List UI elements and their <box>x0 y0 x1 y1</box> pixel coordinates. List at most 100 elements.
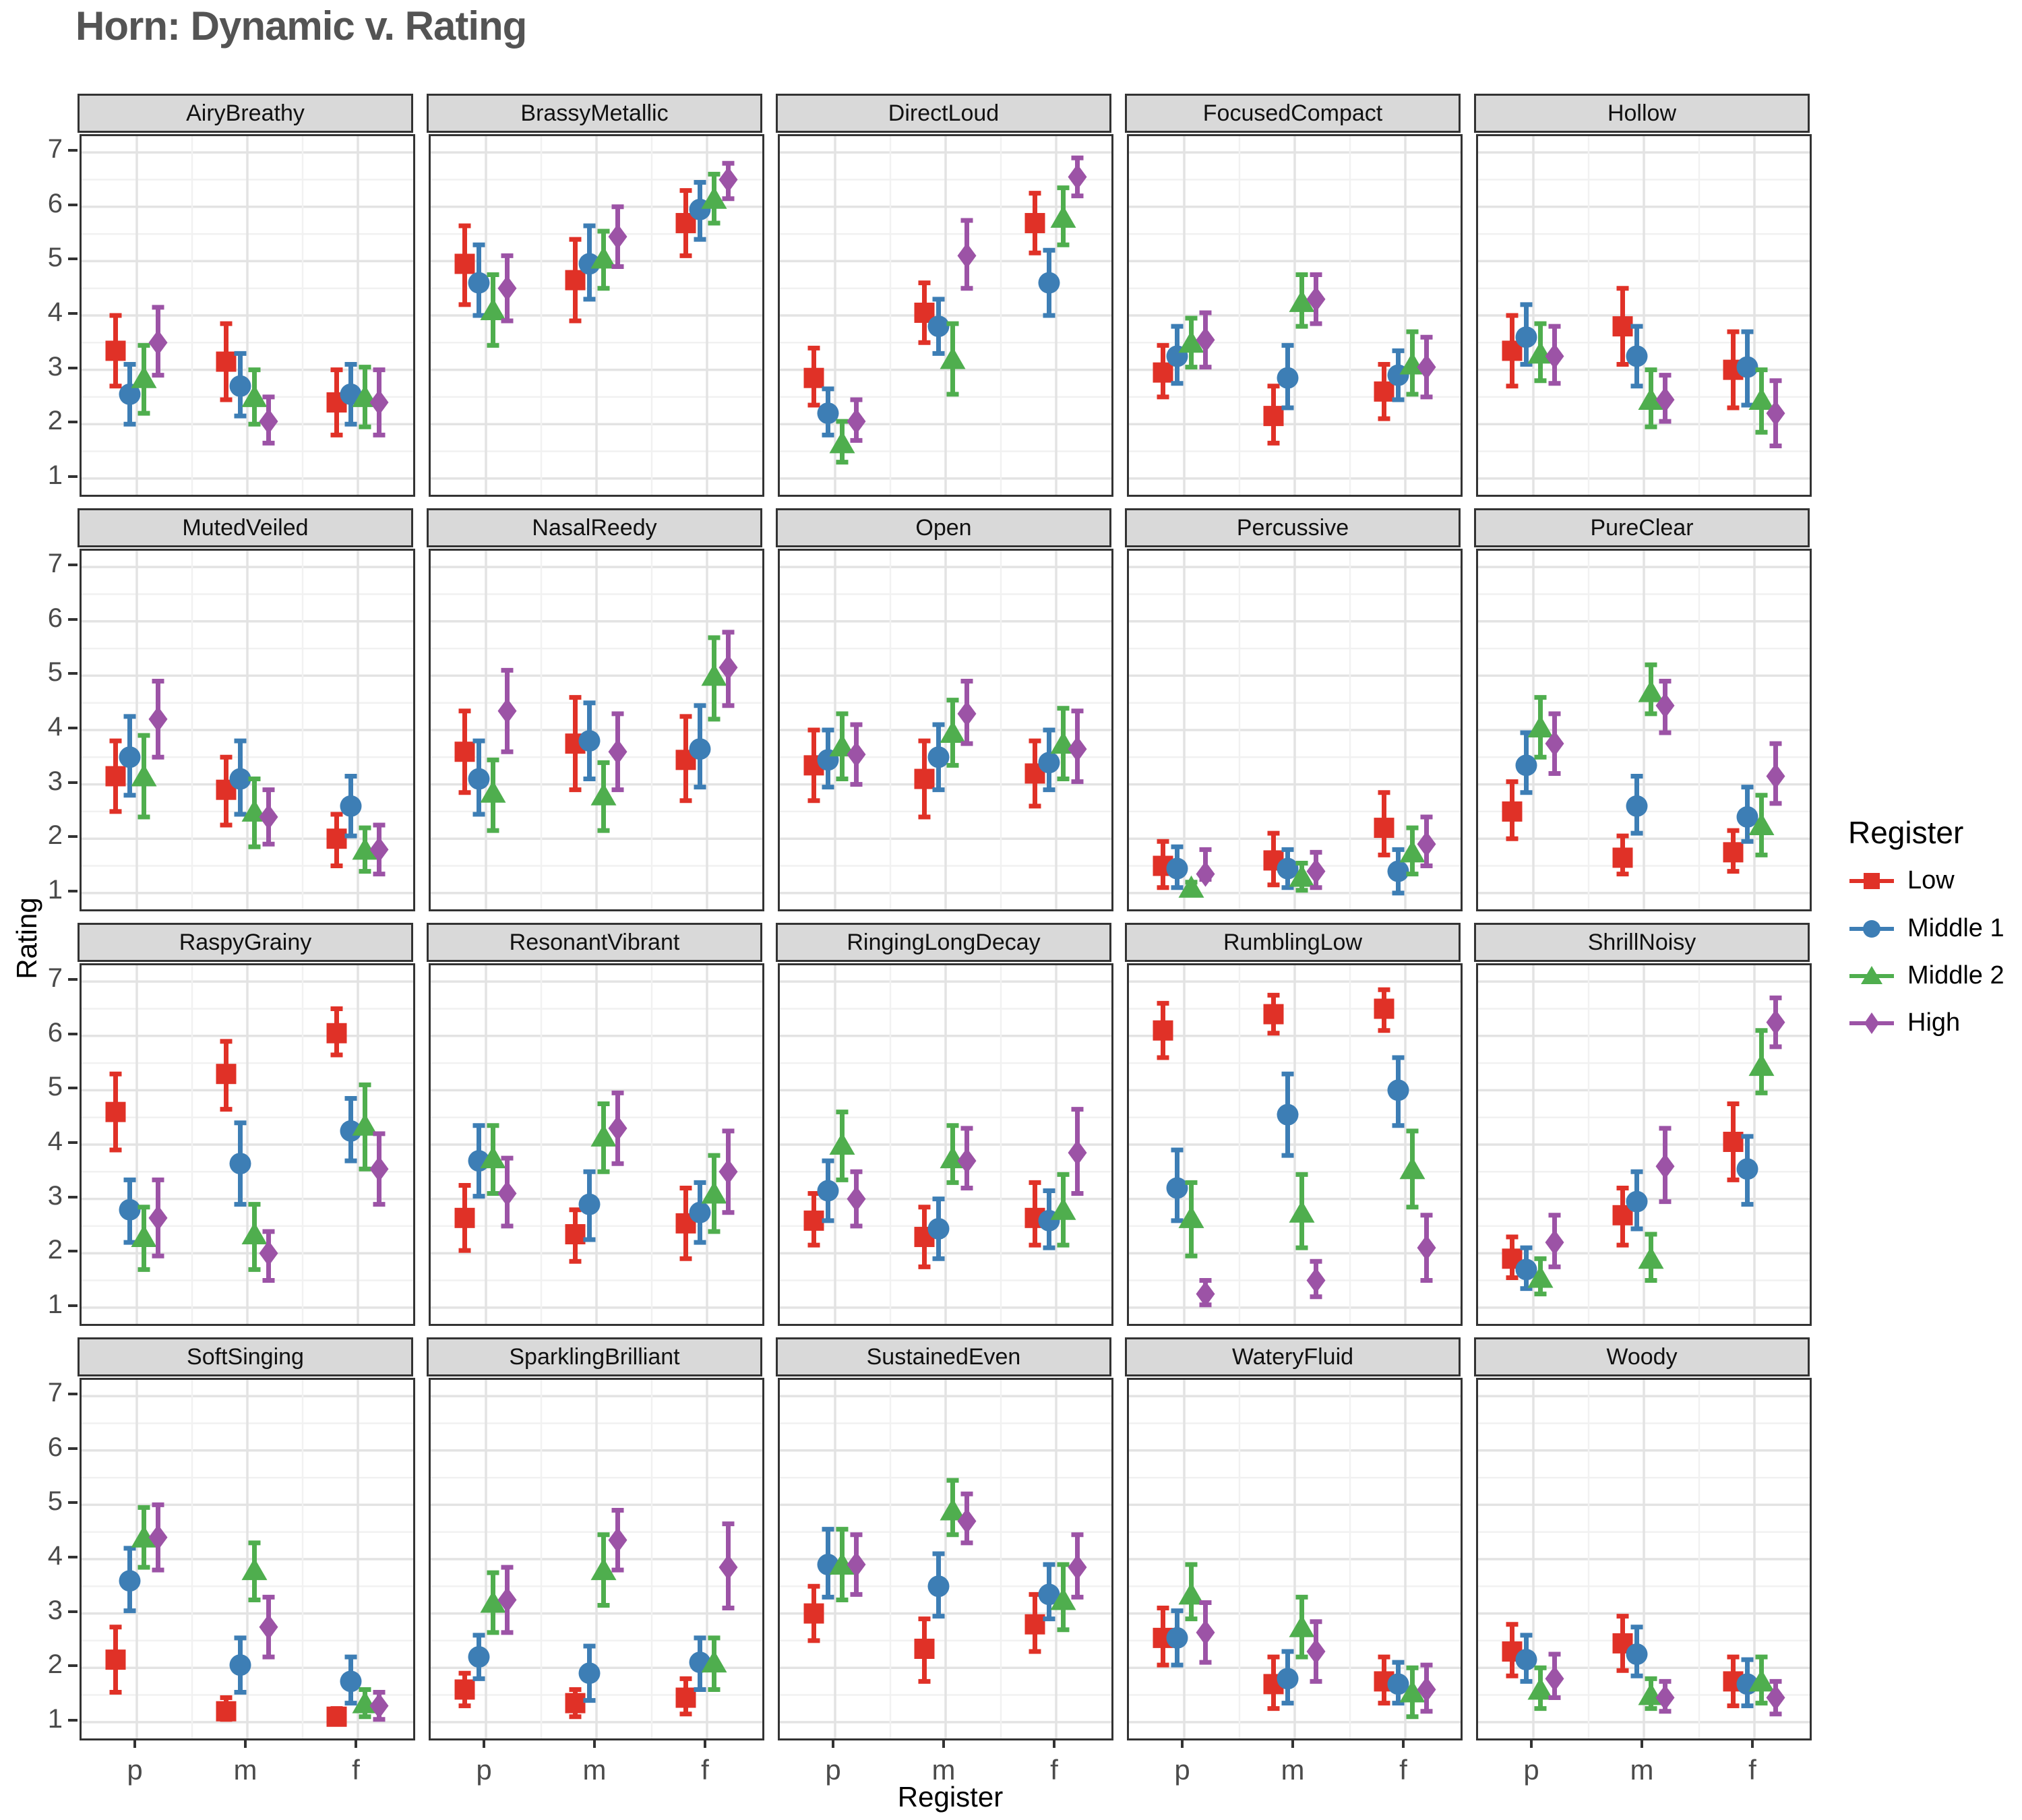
diamond-marker <box>259 803 278 830</box>
y-tick <box>68 257 78 261</box>
x-tick-label: m <box>233 1754 257 1786</box>
square-marker <box>105 1649 126 1670</box>
x-tick-label: p <box>1523 1754 1539 1786</box>
circle-marker <box>1277 367 1299 389</box>
y-tick-label: 5 <box>47 1486 63 1517</box>
circle-marker <box>1515 326 1537 348</box>
square-marker <box>1024 212 1045 233</box>
square-marker <box>1612 316 1633 337</box>
x-tick <box>593 1738 596 1748</box>
y-tick <box>68 889 78 892</box>
y-tick-label: 3 <box>47 1180 63 1211</box>
diamond-marker <box>497 1180 517 1207</box>
y-tick-label: 2 <box>47 820 63 851</box>
triangle-marker <box>1178 330 1204 353</box>
triangle-marker <box>1527 715 1554 737</box>
facet-title: SustainedEven <box>866 1343 1021 1370</box>
y-tick-label: 7 <box>47 1378 63 1408</box>
x-tick-label: f <box>1399 1754 1407 1786</box>
circle-marker <box>1166 1627 1188 1649</box>
y-tick <box>68 1032 78 1035</box>
circle-marker <box>1626 1643 1648 1666</box>
x-tick-label: f <box>701 1754 709 1786</box>
triangle-marker <box>1399 1680 1426 1703</box>
circle-marker <box>340 383 362 405</box>
triangle-marker <box>1638 679 1664 702</box>
triangle-marker <box>1748 387 1775 410</box>
facet-strip-SustainedEven: SustainedEven <box>776 1337 1111 1376</box>
facet-strip-BrassyMetallic: BrassyMetallic <box>427 94 762 133</box>
triangle-marker <box>352 837 378 860</box>
diamond-marker <box>957 700 977 727</box>
y-tick-label: 1 <box>47 460 63 490</box>
square-marker <box>1612 847 1633 868</box>
y-tick-label: 2 <box>47 1235 63 1265</box>
y-tick-label: 3 <box>47 1595 63 1625</box>
facet-strip-FocusedCompact: FocusedCompact <box>1125 94 1461 133</box>
legend-item-label: Low <box>1907 866 1955 894</box>
diamond-marker <box>1545 1230 1564 1256</box>
diamond-marker <box>1655 386 1675 413</box>
circle-marker <box>927 1217 950 1240</box>
x-tick <box>133 1738 136 1748</box>
square-marker <box>216 1064 237 1085</box>
circle-marker <box>1166 857 1188 880</box>
legend-title: Register <box>1848 815 1964 850</box>
triangle-marker <box>1289 1614 1315 1637</box>
triangle-marker <box>829 734 855 757</box>
square-marker <box>803 1603 824 1624</box>
circle-marker <box>1863 920 1880 938</box>
chart-title: Horn: Dynamic v. Rating <box>75 3 527 49</box>
triangle-marker <box>1861 966 1882 984</box>
circle-marker <box>1736 356 1758 378</box>
circle-marker <box>1626 795 1648 817</box>
square-marker <box>803 367 824 388</box>
x-tick-label: m <box>1281 1754 1305 1786</box>
facet-strip-AiryBreathy: AiryBreathy <box>78 94 413 133</box>
triangle-marker <box>590 246 617 269</box>
circle-marker <box>1387 860 1409 882</box>
facet-panel-RingingLongDecay <box>778 963 1113 1326</box>
y-tick <box>68 1447 78 1450</box>
circle-marker <box>927 746 950 768</box>
y-tick-label: 5 <box>47 1072 63 1102</box>
square-marker <box>675 1687 696 1708</box>
facet-strip-ShrillNoisy: ShrillNoisy <box>1474 923 1810 962</box>
x-tick-label: f <box>1050 1754 1058 1786</box>
triangle-marker <box>1638 387 1664 410</box>
diamond-marker <box>259 1240 278 1267</box>
y-tick-label: 2 <box>47 406 63 436</box>
diamond-marker <box>1196 861 1215 887</box>
facet-strip-Percussive: Percussive <box>1125 508 1461 547</box>
diamond-marker <box>1196 1281 1215 1307</box>
square-marker <box>1502 801 1523 822</box>
facet-strip-NasalReedy: NasalReedy <box>427 508 762 547</box>
y-tick-label: 5 <box>47 657 63 688</box>
diamond-marker <box>1417 1676 1436 1703</box>
facet-strip-ResonantVibrant: ResonantVibrant <box>427 923 762 962</box>
facet-panel-Percussive <box>1127 549 1463 911</box>
diamond-marker <box>1306 286 1326 312</box>
x-tick <box>1181 1738 1184 1748</box>
diamond-marker <box>148 706 168 732</box>
circle-marker <box>229 768 251 790</box>
y-tick <box>68 672 78 675</box>
diamond-marker <box>1417 1235 1436 1261</box>
legend-item-label: High <box>1907 1008 1961 1037</box>
circle-marker <box>817 402 839 425</box>
diamond-marker <box>1068 1140 1087 1166</box>
circle-marker <box>468 1646 490 1668</box>
circle-marker <box>468 768 490 790</box>
diamond-marker <box>369 837 389 863</box>
y-tick <box>68 1610 78 1613</box>
y-tick <box>68 203 78 206</box>
circle-marker <box>340 1120 362 1142</box>
x-tick <box>483 1738 485 1748</box>
diamond-marker <box>847 408 866 435</box>
facet-title: ResonantVibrant <box>509 929 680 955</box>
diamond-marker <box>148 1524 168 1550</box>
diamond-marker <box>148 330 168 356</box>
square-marker <box>1723 1131 1744 1152</box>
diamond-marker <box>1766 763 1785 789</box>
circle-marker <box>229 1153 251 1175</box>
